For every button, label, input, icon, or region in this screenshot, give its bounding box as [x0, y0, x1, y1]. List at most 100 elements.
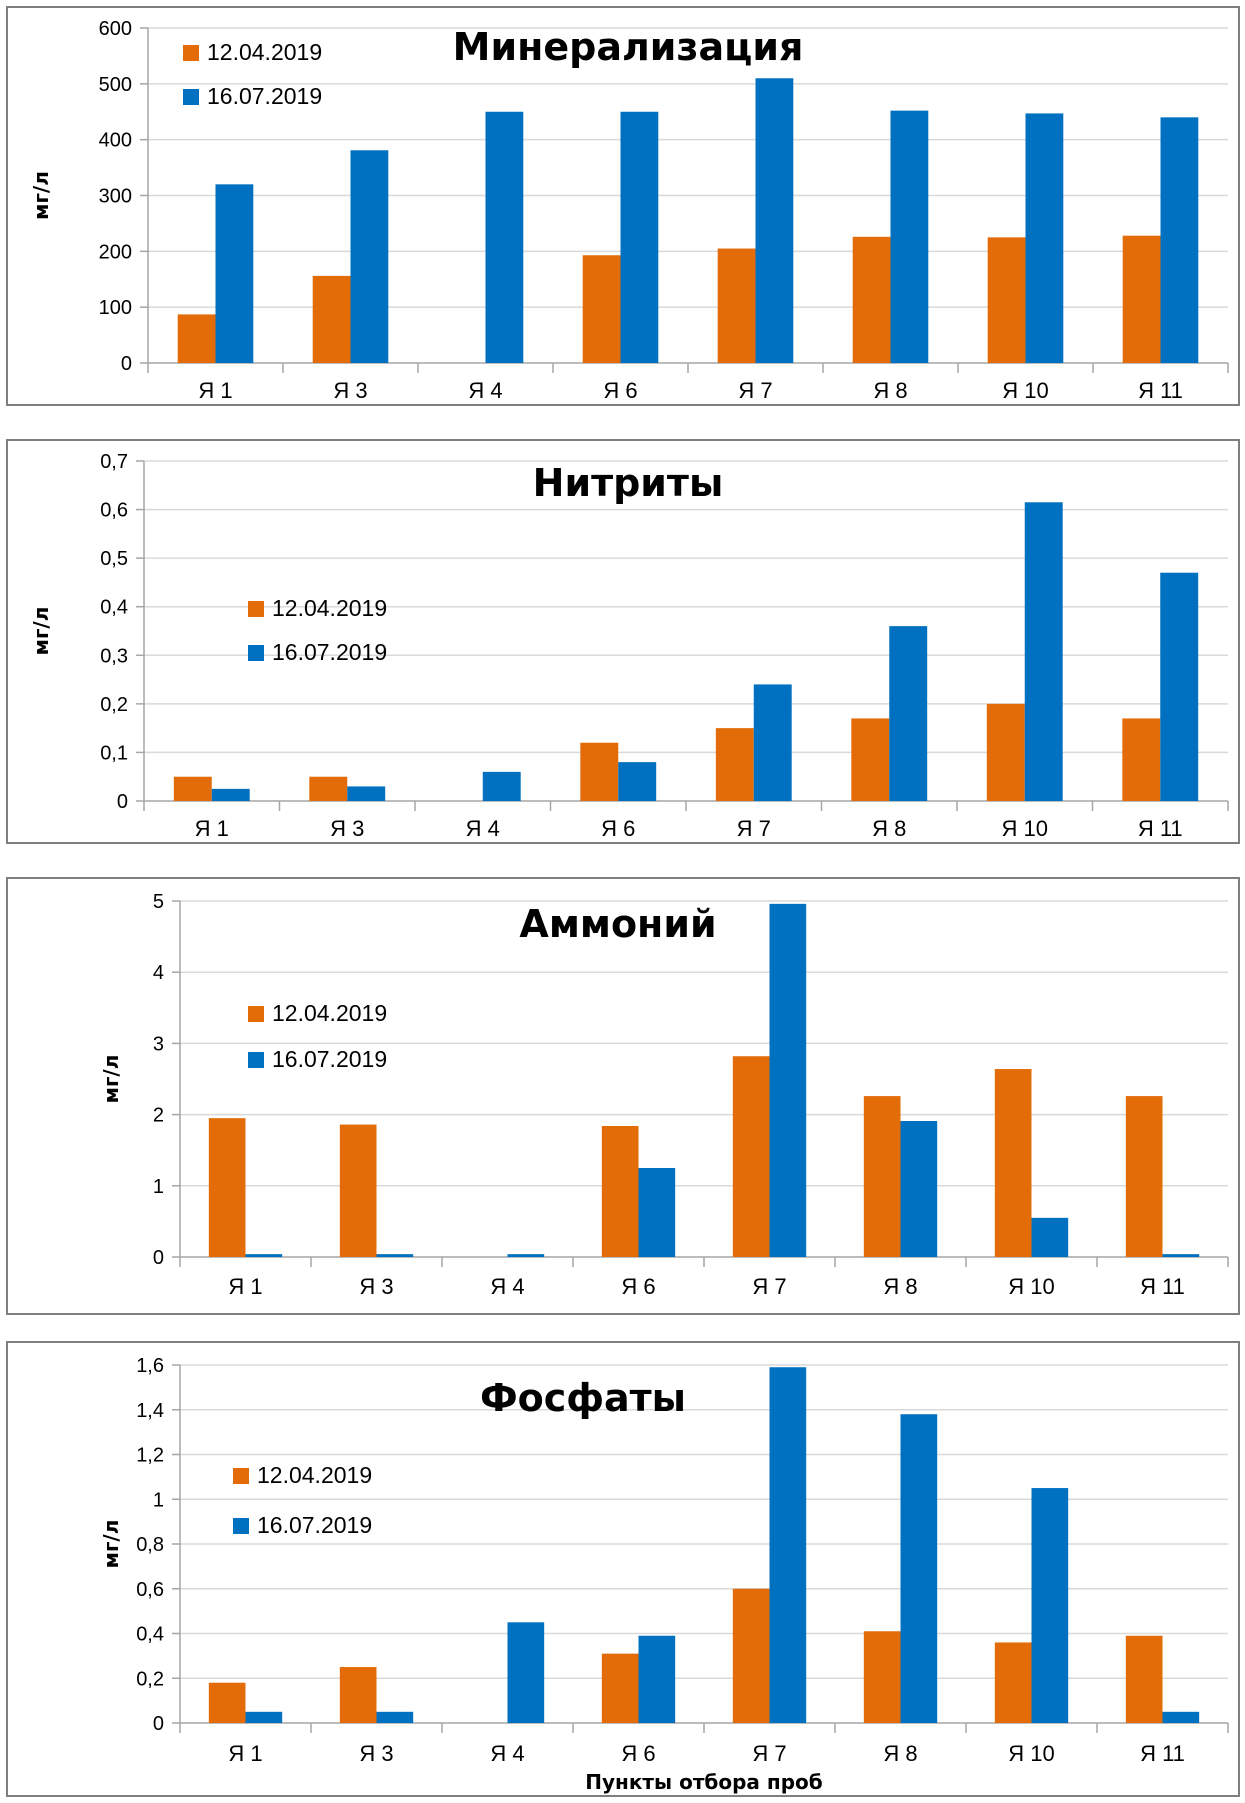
y-tick-label: 300: [99, 186, 132, 208]
legend-swatch: [183, 45, 199, 61]
legend-swatch: [183, 89, 199, 105]
bar-series1: [717, 248, 756, 363]
bar-series2: [890, 110, 929, 363]
bar-series2: [1160, 572, 1199, 801]
bar-series2: [211, 788, 250, 801]
y-tick-label: 0: [153, 1247, 164, 1269]
y-tick-label: 0,3: [100, 645, 128, 667]
bar-series1: [863, 1631, 901, 1723]
x-tick-label: Я 8: [883, 1741, 917, 1766]
y-tick-label: 0,7: [100, 451, 128, 473]
y-tick-label: 0,4: [100, 597, 128, 619]
chart-title: Минерализация: [453, 25, 804, 69]
x-axis-label: Пункты отбора проб: [585, 1770, 822, 1794]
x-tick-label: Я 7: [738, 378, 772, 403]
x-tick-label: Я 6: [621, 1274, 655, 1299]
bar-series1: [309, 776, 348, 801]
y-tick-label: 0,5: [100, 548, 128, 570]
bar-series1: [1125, 1635, 1163, 1723]
y-tick-label: 0,2: [136, 1668, 164, 1690]
bar-series1: [582, 255, 621, 363]
y-tick-label: 0: [153, 1713, 164, 1735]
bar-series2: [1160, 117, 1199, 363]
bar-series2: [350, 150, 389, 363]
y-axis-label: мг/л: [29, 171, 53, 220]
bar-series2: [215, 184, 254, 363]
bar-series2: [753, 684, 792, 801]
bar-series2: [1025, 113, 1064, 363]
legend-label: 12.04.2019: [257, 1462, 372, 1488]
legend-swatch: [248, 601, 264, 617]
x-tick-label: Я 3: [359, 1274, 393, 1299]
bar-series2: [755, 78, 794, 363]
bar-series2: [507, 1622, 545, 1723]
x-tick-label: Я 4: [466, 816, 500, 841]
bar-series1: [851, 718, 890, 801]
x-tick-label: Я 4: [468, 378, 502, 403]
bar-series1: [732, 1056, 770, 1257]
x-tick-label: Я 1: [228, 1274, 262, 1299]
y-tick-label: 0: [117, 791, 128, 813]
bar-series1: [312, 275, 351, 363]
bar-series1: [1122, 235, 1161, 363]
chart-phosphates: 0 0,2 0,4 0,6 0,8 1 1,2 1,4 1,6 Я 1 Я 3 Я 4 Я 6 Я 7 Я …: [6, 1341, 1240, 1797]
legend-swatch: [248, 1052, 264, 1068]
y-tick-label: 0: [121, 353, 132, 375]
bar-series1: [173, 776, 212, 801]
bar-series2: [376, 1711, 414, 1723]
y-tick-label: 200: [99, 241, 132, 263]
bar-series2: [1162, 1254, 1200, 1257]
legend-swatch: [233, 1468, 249, 1484]
x-tick-label: Я 10: [1002, 378, 1048, 403]
bar-series2: [618, 762, 657, 801]
bar-series1: [986, 703, 1025, 801]
bar-series1: [863, 1096, 901, 1257]
bar-series1: [994, 1069, 1032, 1257]
y-tick-label: 600: [99, 18, 132, 40]
bar-series2: [889, 626, 928, 801]
x-tick-label: Я 3: [359, 1741, 393, 1766]
x-tick-label: Я 10: [1002, 816, 1048, 841]
bar-series1: [339, 1124, 377, 1257]
x-tick-label: Я 11: [1140, 1274, 1185, 1299]
x-tick-label: Я 1: [228, 1741, 262, 1766]
y-tick-label: 4: [153, 962, 164, 984]
legend-label: 16.07.2019: [272, 639, 387, 665]
bar-series2: [638, 1168, 676, 1257]
chart-nitrites: 0 0,1 0,2 0,3 0,4 0,5 0,6 0,7 Я 1 Я 3 Я 4 Я 6 Я 7 Я 8…: [6, 439, 1240, 844]
bar-series1: [601, 1653, 639, 1723]
legend-label: 16.07.2019: [207, 83, 322, 109]
bar-series2: [1024, 502, 1063, 801]
bar-series1: [208, 1118, 246, 1257]
y-tick-label: 1: [153, 1176, 164, 1198]
y-tick-label: 0,6: [136, 1579, 164, 1601]
x-tick-label: Я 10: [1008, 1741, 1054, 1766]
legend-swatch: [233, 1518, 249, 1534]
x-tick-label: Я 7: [752, 1274, 786, 1299]
bar-series1: [987, 237, 1026, 363]
x-tick-label: Я 4: [490, 1274, 524, 1299]
bar-series1: [580, 742, 619, 801]
bar-series1: [1122, 718, 1161, 801]
chart-svg: 0 0,2 0,4 0,6 0,8 1 1,2 1,4 1,6 Я 1 Я 3 Я 4 Я 6 Я 7 Я …: [99, 1355, 1229, 1794]
y-tick-label: 5: [153, 891, 164, 913]
bar-series2: [1031, 1217, 1069, 1257]
bar-series2: [1162, 1711, 1200, 1723]
y-tick-label: 1: [153, 1489, 164, 1511]
y-axis-label: мг/л: [99, 1055, 123, 1104]
bar-series2: [638, 1635, 676, 1723]
bar-series1: [339, 1667, 377, 1723]
bar-series1: [1125, 1096, 1163, 1257]
chart-title: Аммоний: [519, 902, 716, 946]
bar-series2: [1031, 1488, 1069, 1723]
bar-series2: [482, 771, 521, 801]
x-tick-label: Я 3: [333, 378, 367, 403]
x-tick-label: Я 6: [603, 378, 637, 403]
bar-series2: [376, 1254, 414, 1257]
bar-series2: [245, 1254, 283, 1257]
y-tick-label: 1,4: [136, 1400, 164, 1422]
x-tick-label: Я 7: [737, 816, 771, 841]
y-tick-label: 0,1: [100, 742, 128, 764]
y-tick-label: 3: [153, 1033, 164, 1055]
bar-series2: [900, 1414, 938, 1723]
